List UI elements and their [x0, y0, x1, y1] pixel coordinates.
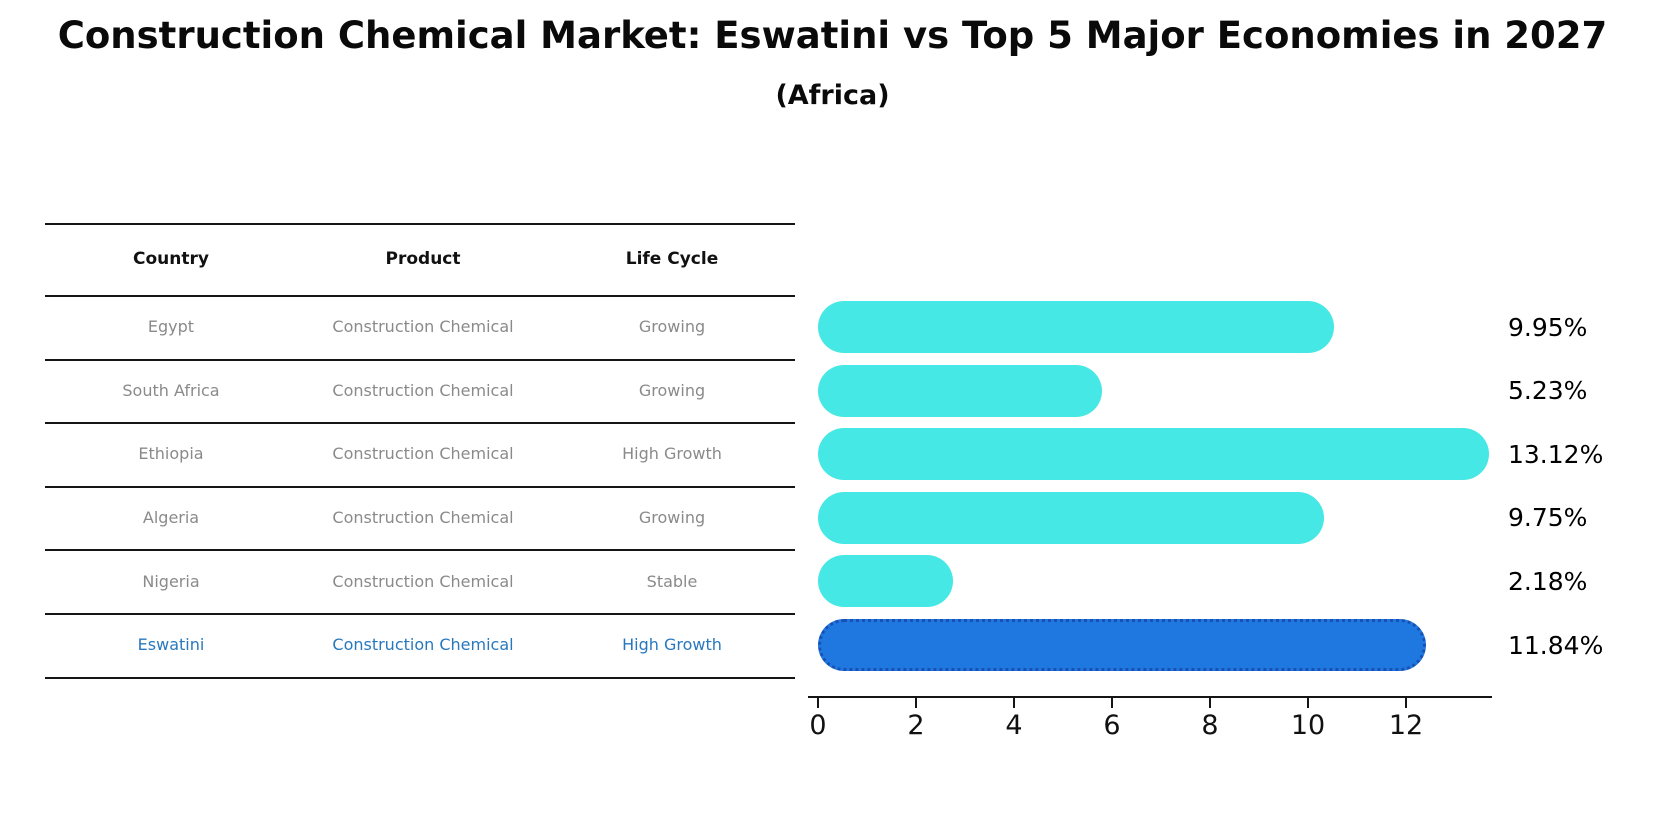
- bar-algeria: [818, 491, 1324, 544]
- cell-product: Construction Chemical: [332, 380, 514, 400]
- table-rule: [45, 549, 795, 552]
- x-axis-tick: [1307, 698, 1309, 708]
- cell-life-cycle: High Growth: [622, 635, 722, 655]
- table-row-nigeria: Nigeria Construction Chemical Stable: [45, 549, 795, 613]
- cell-life-cycle: High Growth: [622, 444, 722, 464]
- x-axis-tick: [817, 698, 819, 708]
- table-row-egypt: Egypt Construction Chemical Growing: [45, 295, 795, 359]
- chart-title: Construction Chemical Market: Eswatini v…: [57, 14, 1608, 57]
- cell-country: Egypt: [147, 317, 195, 337]
- x-axis-tick: [1209, 698, 1211, 708]
- table-rule: [45, 676, 795, 679]
- header-product: Product: [385, 249, 461, 269]
- x-axis-tick: [1111, 698, 1113, 708]
- table-rule: [45, 223, 795, 225]
- x-axis-line: [808, 696, 1492, 698]
- x-tick-label: 12: [1388, 710, 1424, 741]
- x-tick-label: 8: [1201, 710, 1219, 741]
- table-rule: [45, 358, 795, 361]
- bar-egypt: [818, 301, 1334, 353]
- cell-country: South Africa: [122, 380, 220, 400]
- cell-life-cycle: Stable: [646, 571, 698, 591]
- cell-product: Construction Chemical: [332, 571, 514, 591]
- bar-nigeria: [818, 555, 953, 608]
- x-tick-label: 0: [809, 710, 827, 741]
- value-label-algeria: 9.75%: [1508, 503, 1588, 533]
- cell-life-cycle: Growing: [638, 380, 706, 400]
- table-row-south-africa: South Africa Construction Chemical Growi…: [45, 359, 795, 423]
- cell-country: Nigeria: [142, 571, 200, 591]
- x-tick-label: 6: [1103, 710, 1121, 741]
- cell-product: Construction Chemical: [332, 444, 514, 464]
- cell-country: Ethiopia: [138, 444, 204, 464]
- header-country: Country: [133, 249, 209, 269]
- cell-product: Construction Chemical: [332, 317, 514, 337]
- value-label-eswatini: 11.84%: [1508, 630, 1604, 660]
- table-header-row: Country Product Life Cycle: [45, 223, 795, 295]
- cell-life-cycle: Growing: [638, 508, 706, 528]
- table-rule: [45, 613, 795, 615]
- value-label-south-africa: 5.23%: [1508, 376, 1588, 406]
- cell-product: Construction Chemical: [332, 635, 514, 655]
- bar-south-africa: [818, 364, 1103, 417]
- x-tick-label: 4: [1005, 710, 1023, 741]
- value-label-ethiopia: 13.12%: [1508, 439, 1604, 469]
- x-axis-tick: [1013, 698, 1015, 708]
- table-rule: [45, 295, 795, 297]
- bar-eswatini: [818, 619, 1427, 671]
- cell-life-cycle: Growing: [638, 317, 706, 337]
- chart-subtitle: (Africa): [775, 80, 890, 111]
- bar-ethiopia: [818, 428, 1489, 481]
- table-row-eswatini: Eswatini Construction Chemical High Grow…: [45, 613, 795, 677]
- table-rule: [45, 422, 795, 425]
- cell-country: Eswatini: [137, 635, 205, 655]
- value-label-nigeria: 2.18%: [1508, 566, 1588, 596]
- cell-product: Construction Chemical: [332, 508, 514, 528]
- header-life-cycle: Life Cycle: [625, 249, 719, 269]
- value-label-egypt: 9.95%: [1508, 312, 1588, 342]
- cell-country: Algeria: [142, 508, 200, 528]
- table-row-ethiopia: Ethiopia Construction Chemical High Grow…: [45, 422, 795, 486]
- x-axis-tick: [915, 698, 917, 708]
- x-axis-tick: [1405, 698, 1407, 708]
- table-row-algeria: Algeria Construction Chemical Growing: [45, 486, 795, 550]
- x-tick-label: 10: [1290, 710, 1326, 741]
- x-tick-label: 2: [907, 710, 925, 741]
- table-rule: [45, 485, 795, 488]
